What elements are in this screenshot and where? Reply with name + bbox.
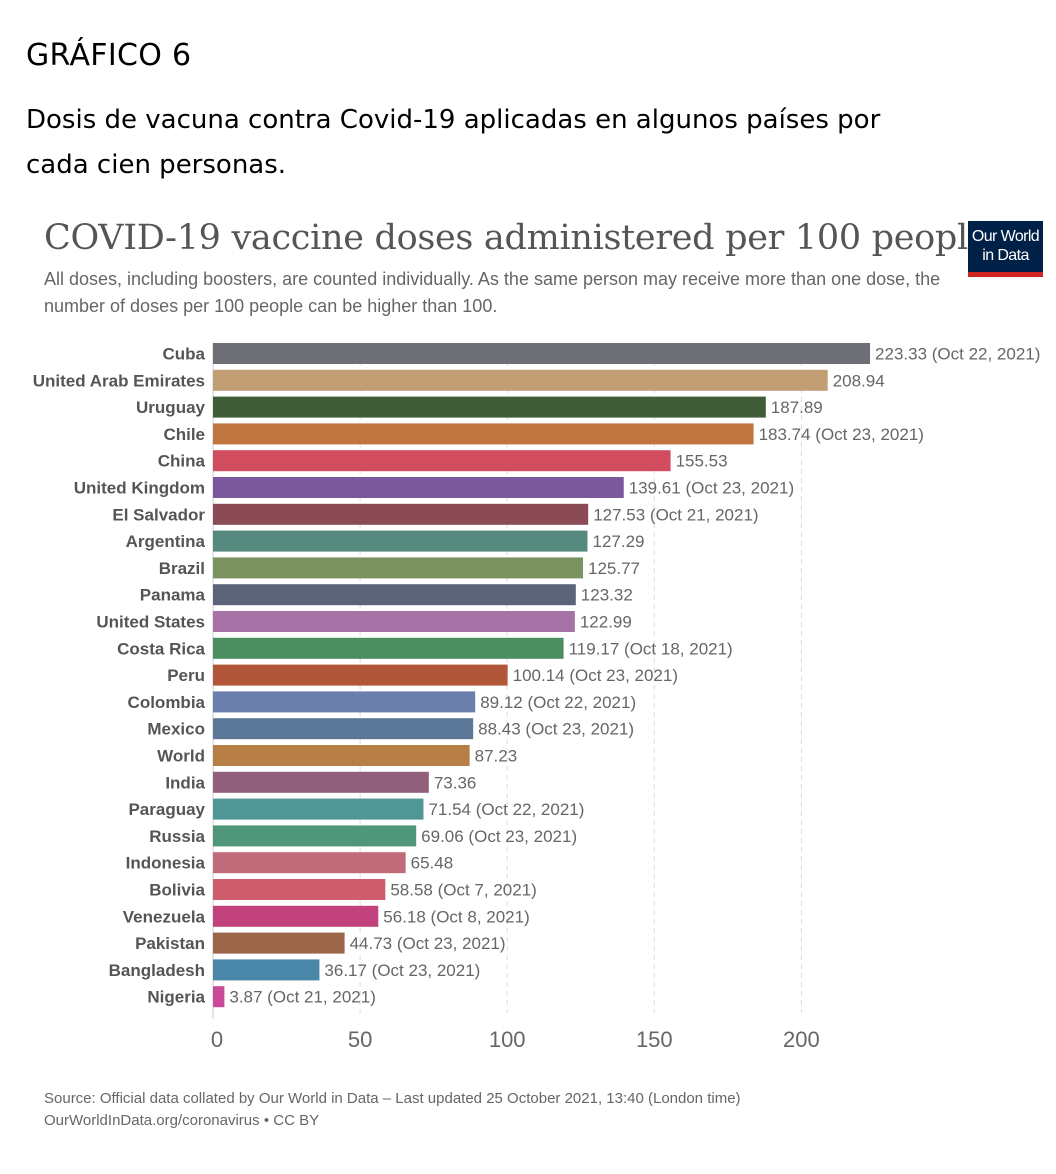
value-label: 187.89 bbox=[771, 398, 823, 417]
category-label: Paraguay bbox=[128, 800, 205, 819]
category-label: United Arab Emirates bbox=[33, 371, 205, 390]
value-label: 56.18 (Oct 8, 2021) bbox=[383, 907, 529, 926]
x-tick-label: 150 bbox=[636, 1027, 673, 1052]
figure-caption: Dosis de vacuna contra Covid-19 aplicada… bbox=[26, 105, 881, 180]
category-label: Cuba bbox=[163, 345, 206, 364]
bar[interactable] bbox=[213, 905, 379, 927]
value-label: 127.29 bbox=[592, 532, 644, 551]
category-label: Pakistan bbox=[135, 934, 205, 953]
category-label: Nigeria bbox=[147, 988, 205, 1007]
x-tick-label: 200 bbox=[783, 1027, 820, 1052]
x-tick-label: 0 bbox=[211, 1027, 223, 1052]
figure-label: GRÁFICO 6 bbox=[26, 38, 192, 73]
category-label: United Kingdom bbox=[74, 479, 205, 498]
bar[interactable] bbox=[213, 450, 671, 472]
logo-line-1: Our World bbox=[971, 228, 1040, 245]
category-label: Panama bbox=[140, 586, 206, 605]
bar[interactable] bbox=[213, 986, 225, 1008]
category-label: Chile bbox=[163, 425, 205, 444]
bar[interactable] bbox=[213, 718, 474, 740]
category-label: Bolivia bbox=[149, 881, 205, 900]
category-label: Bangladesh bbox=[109, 961, 205, 980]
category-label: Mexico bbox=[147, 720, 205, 739]
value-label: 208.94 bbox=[833, 371, 885, 390]
value-label: 123.32 bbox=[581, 586, 633, 605]
logo-line-2: in Data bbox=[982, 247, 1029, 264]
license-note[interactable]: OurWorldInData.org/coronavirus • CC BY bbox=[44, 1112, 320, 1129]
value-label: 87.23 bbox=[475, 747, 518, 766]
bar[interactable] bbox=[213, 745, 470, 766]
category-label: Colombia bbox=[128, 693, 206, 712]
bar[interactable] bbox=[213, 825, 417, 847]
bar[interactable] bbox=[213, 798, 424, 820]
bar[interactable] bbox=[213, 477, 624, 498]
category-label: Indonesia bbox=[126, 854, 206, 873]
value-label: 127.53 (Oct 21, 2021) bbox=[593, 505, 758, 524]
bar[interactable] bbox=[213, 959, 320, 981]
value-label: 44.73 (Oct 23, 2021) bbox=[350, 934, 506, 953]
category-label: El Salvador bbox=[112, 505, 205, 524]
bar[interactable] bbox=[213, 530, 588, 552]
value-label: 183.74 (Oct 23, 2021) bbox=[759, 425, 924, 444]
value-label: 122.99 bbox=[580, 613, 632, 632]
value-label: 65.48 bbox=[411, 854, 454, 873]
value-label: 58.58 (Oct 7, 2021) bbox=[390, 881, 536, 900]
value-label: 100.14 (Oct 23, 2021) bbox=[513, 666, 678, 685]
bar[interactable] bbox=[213, 423, 754, 445]
category-label: Argentina bbox=[126, 532, 206, 551]
owid-logo[interactable]: Our World in Data bbox=[968, 221, 1043, 277]
category-label: Costa Rica bbox=[117, 639, 205, 658]
chart-title: COVID-19 vaccine doses administered per … bbox=[44, 218, 989, 258]
bar[interactable] bbox=[213, 557, 584, 579]
value-label: 88.43 (Oct 23, 2021) bbox=[478, 720, 634, 739]
bar[interactable] bbox=[213, 852, 406, 874]
x-tick-label: 50 bbox=[348, 1027, 372, 1052]
bar[interactable] bbox=[213, 369, 828, 391]
value-label: 119.17 (Oct 18, 2021) bbox=[569, 639, 733, 658]
chart-footer: Source: Official data collated by Our Wo… bbox=[44, 1088, 741, 1132]
category-label: Peru bbox=[167, 666, 205, 685]
category-label: Russia bbox=[149, 827, 205, 846]
category-label: World bbox=[157, 747, 205, 766]
bar[interactable] bbox=[213, 611, 575, 632]
value-label: 71.54 (Oct 22, 2021) bbox=[428, 800, 584, 819]
value-label: 69.06 (Oct 23, 2021) bbox=[421, 827, 577, 846]
bar[interactable] bbox=[213, 879, 386, 900]
category-label: United States bbox=[96, 613, 205, 632]
bar[interactable] bbox=[213, 584, 576, 606]
value-label: 223.33 (Oct 22, 2021) bbox=[875, 345, 1040, 364]
category-label: China bbox=[158, 452, 206, 471]
value-label: 155.53 bbox=[676, 452, 728, 471]
bar[interactable] bbox=[213, 771, 429, 793]
category-label: Uruguay bbox=[136, 398, 206, 417]
bar[interactable] bbox=[213, 664, 508, 686]
value-label: 73.36 bbox=[434, 773, 477, 792]
bar[interactable] bbox=[213, 637, 564, 659]
category-label: Venezuela bbox=[123, 907, 206, 926]
value-label: 125.77 bbox=[588, 559, 640, 578]
bar[interactable] bbox=[213, 932, 345, 954]
bar[interactable] bbox=[213, 503, 589, 525]
logo-accent-bar bbox=[968, 272, 1043, 277]
logo-text: Our World in Data bbox=[968, 227, 1043, 265]
source-note: Source: Official data collated by Our Wo… bbox=[44, 1090, 741, 1107]
value-label: 36.17 (Oct 23, 2021) bbox=[324, 961, 480, 980]
category-label: India bbox=[165, 773, 205, 792]
category-label: Brazil bbox=[159, 559, 205, 578]
bar[interactable] bbox=[213, 691, 476, 713]
value-label: 89.12 (Oct 22, 2021) bbox=[480, 693, 636, 712]
chart-subtitle: All doses, including boosters, are count… bbox=[44, 269, 941, 316]
value-label: 3.87 (Oct 21, 2021) bbox=[229, 988, 375, 1007]
bar[interactable] bbox=[213, 396, 766, 418]
x-tick-label: 100 bbox=[489, 1027, 526, 1052]
value-label: 139.61 (Oct 23, 2021) bbox=[629, 479, 794, 498]
bar[interactable] bbox=[213, 343, 871, 364]
